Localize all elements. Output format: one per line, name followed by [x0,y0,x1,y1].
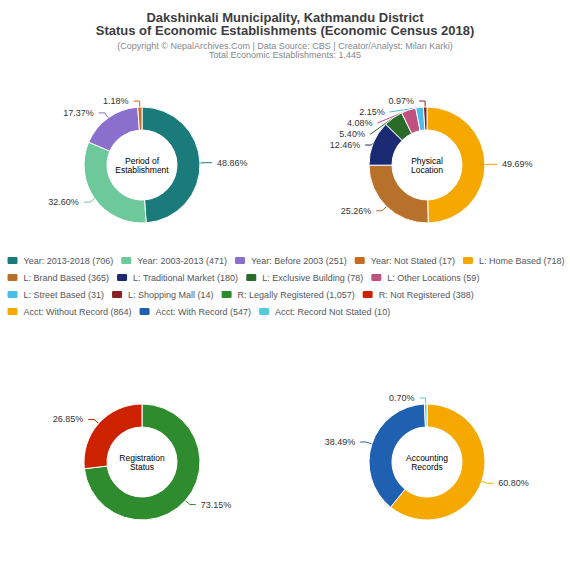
svg-text:Dakshinkali Municipality, Kath: Dakshinkali Municipality, Kathmandu Dist… [146,10,424,25]
svg-text:4.08%: 4.08% [347,118,373,128]
svg-text:32.60%: 32.60% [48,197,79,207]
svg-text:12.46%: 12.46% [330,140,361,150]
svg-text:L: Exclusive Building (78): L: Exclusive Building (78) [262,273,363,283]
svg-text:Year: Before 2003 (251): Year: Before 2003 (251) [251,256,347,266]
svg-text:38.49%: 38.49% [325,437,356,447]
svg-text:Status of Economic Establishme: Status of Economic Establishments (Econo… [96,23,475,38]
svg-text:Year: 2013-2018 (706): Year: 2013-2018 (706) [24,256,114,266]
svg-text:R: Legally Registered (1,057): R: Legally Registered (1,057) [238,290,355,300]
svg-text:17.37%: 17.37% [63,108,94,118]
svg-text:Acct: With Record (547): Acct: With Record (547) [156,307,252,317]
svg-text:5.40%: 5.40% [339,129,365,139]
svg-text:Accounting: Accounting [406,452,448,463]
svg-text:Period of: Period of [125,155,159,166]
svg-text:26.85%: 26.85% [53,414,84,424]
svg-text:R: Not Registered (388): R: Not Registered (388) [379,290,474,300]
svg-text:Status: Status [130,462,154,472]
svg-text:(Copyright © NepalArchives.Com: (Copyright © NepalArchives.Com | Data So… [117,40,453,51]
svg-text:L: Other Locations (59): L: Other Locations (59) [387,273,479,283]
svg-text:L: Home Based (718): L: Home Based (718) [479,256,565,266]
svg-text:Year: 2003-2013 (471): Year: 2003-2013 (471) [137,256,227,266]
svg-text:L: Brand Based (365): L: Brand Based (365) [24,273,110,283]
svg-text:2.15%: 2.15% [359,107,385,117]
svg-text:L: Shopping Mall (14): L: Shopping Mall (14) [128,290,214,300]
svg-text:Location: Location [411,165,443,175]
svg-text:Physical: Physical [411,155,443,166]
svg-text:0.97%: 0.97% [389,96,415,106]
svg-text:73.15%: 73.15% [201,500,232,510]
svg-text:Acct: Without Record (864): Acct: Without Record (864) [24,307,132,317]
svg-text:25.26%: 25.26% [341,206,372,216]
svg-text:L: Traditional Market (180): L: Traditional Market (180) [133,273,238,283]
svg-text:Records: Records [411,462,443,472]
svg-text:Total Economic Establishments:: Total Economic Establishments: 1,445 [209,50,361,60]
svg-text:0.70%: 0.70% [389,393,415,403]
svg-text:Acct: Record Not Stated (10): Acct: Record Not Stated (10) [275,307,390,317]
svg-text:Registration: Registration [119,452,165,463]
svg-text:L: Street Based (31): L: Street Based (31) [24,290,105,300]
svg-text:1.18%: 1.18% [103,96,129,106]
svg-text:Year: Not Stated (17): Year: Not Stated (17) [371,256,455,266]
svg-text:Establishment: Establishment [115,165,169,175]
svg-text:48.86%: 48.86% [217,158,248,168]
svg-text:49.69%: 49.69% [502,159,533,169]
svg-text:60.80%: 60.80% [498,478,529,488]
